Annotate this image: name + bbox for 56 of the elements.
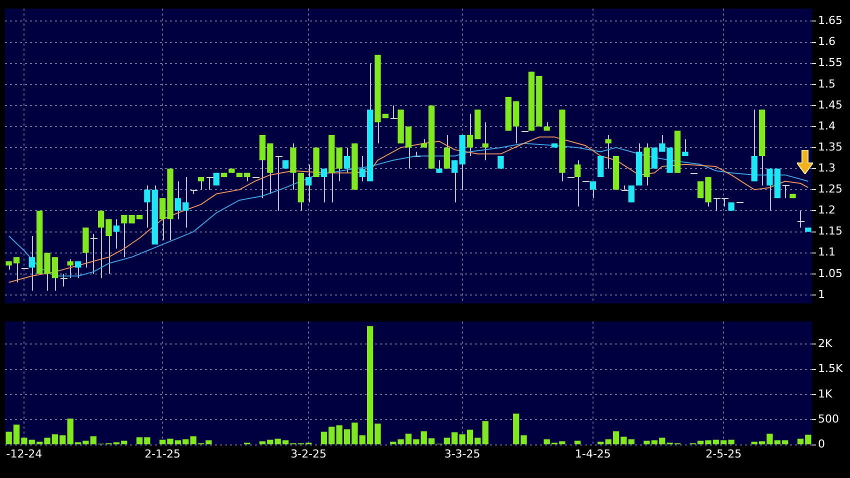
bar	[482, 421, 488, 444]
candlestick	[113, 218, 120, 250]
candlestick	[344, 147, 350, 174]
x-tick-label: 1-4-25	[574, 447, 611, 460]
y-tick-label: 1.3	[818, 161, 836, 174]
candlestick	[621, 184, 629, 191]
candlestick	[320, 168, 328, 203]
candlestick	[628, 184, 634, 203]
x-tick-label: 2-1-25	[144, 447, 181, 460]
candlestick	[444, 134, 450, 170]
bar	[574, 440, 581, 444]
bar	[598, 442, 604, 444]
candlestick	[60, 273, 68, 288]
y-tick-label: 1.35	[818, 140, 842, 154]
candlestick	[598, 156, 604, 178]
y-tick-label: 1.5	[818, 77, 836, 90]
y-tick-label: 1	[818, 288, 825, 301]
y-tick-label: 1.15	[818, 224, 842, 238]
y-tick-label: 0	[818, 438, 825, 451]
y-tick-label: 1.4	[818, 119, 836, 132]
x-tick-label: 2-5-25	[706, 447, 742, 460]
candlestick	[336, 147, 342, 182]
y-tick-label: 1.05	[818, 266, 842, 280]
x-tick-label: -12-24	[6, 447, 42, 460]
candlestick	[213, 172, 220, 186]
candlestick	[782, 184, 790, 199]
candlestick	[198, 176, 204, 190]
candlestick	[498, 156, 504, 170]
x-tick-label: 3-2-25	[290, 447, 327, 460]
x-tick-label: 3-3-25	[444, 447, 480, 460]
candlestick	[206, 176, 214, 190]
candlestick	[482, 122, 488, 161]
y-tick-label: 1.55	[818, 56, 842, 70]
candlestick	[90, 233, 98, 274]
candlestick	[306, 164, 312, 203]
candlestick	[574, 160, 581, 208]
candlestick	[682, 138, 688, 156]
candlestick	[74, 260, 82, 279]
y-tick-label: 1.2	[818, 204, 836, 217]
y-tick-label: 1.65	[818, 14, 842, 28]
candlestick	[590, 180, 596, 199]
candlestick	[275, 156, 283, 212]
y-tick-label: 1K	[818, 387, 833, 400]
candlestick	[605, 134, 612, 170]
candlestick	[67, 258, 74, 279]
y-tick-label: 1.6	[818, 35, 836, 48]
y-tick-label: 1.45	[818, 98, 842, 112]
candlestick	[797, 210, 805, 228]
y-tick-label: 1.25	[818, 182, 842, 196]
candlestick	[28, 236, 35, 292]
candlestick	[436, 160, 442, 174]
y-tick-label: 500	[818, 412, 839, 426]
y-tick-label: 1.5K	[818, 362, 844, 376]
candlestick	[390, 104, 398, 119]
y-tick-label: 1.1	[818, 246, 836, 259]
y-tick-label: 2K	[818, 337, 833, 350]
